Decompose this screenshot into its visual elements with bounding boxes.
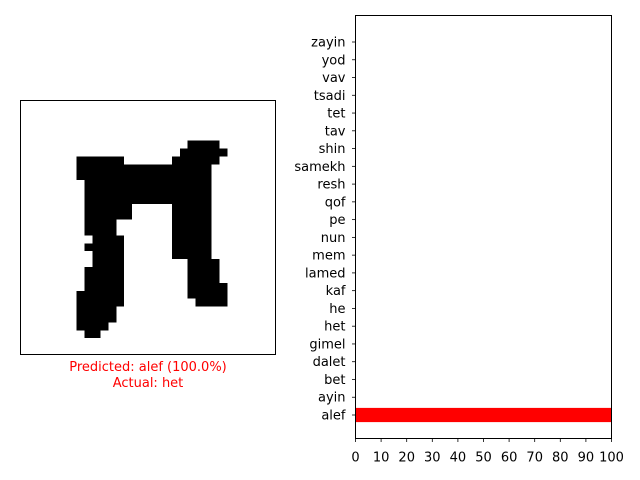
x-tick-label: 80 xyxy=(552,451,569,466)
x-tick-label: 0 xyxy=(351,451,359,466)
y-tick-label-vav: vav xyxy=(322,71,346,86)
y-tick-label-resh: resh xyxy=(317,178,345,193)
y-tick-label-kaf: kaf xyxy=(326,284,346,299)
y-tick-label-lamed: lamed xyxy=(305,266,346,281)
y-tick-label-dalet: dalet xyxy=(313,355,346,370)
input-letter-image xyxy=(20,100,276,355)
bar-alef xyxy=(355,407,612,423)
y-tick-label-mem: mem xyxy=(312,249,345,264)
y-tick-label-samekh: samekh xyxy=(294,160,345,175)
y-tick-label-he: he xyxy=(329,302,345,317)
actual-label: Actual: het xyxy=(112,376,184,391)
y-tick-label-het: het xyxy=(324,320,345,335)
x-tick-label: 20 xyxy=(398,451,415,466)
y-tick-label-tav: tav xyxy=(325,124,346,139)
y-tick-label-shin: shin xyxy=(319,142,346,157)
y-tick-label-qof: qof xyxy=(325,195,346,210)
x-tick-label: 10 xyxy=(373,451,390,466)
y-tick-label-tsadi: tsadi xyxy=(314,89,346,104)
letter-bitmap xyxy=(76,140,228,339)
x-tick-label: 40 xyxy=(450,451,467,466)
plot-frame xyxy=(355,15,612,439)
y-tick-label-tet: tet xyxy=(327,107,345,122)
y-tick-label-ayin: ayin xyxy=(318,391,346,406)
x-tick-label: 70 xyxy=(526,451,543,466)
x-tick-label: 90 xyxy=(578,451,595,466)
y-tick-label-bet: bet xyxy=(324,373,345,388)
y-tick-label-pe: pe xyxy=(329,213,345,228)
y-tick-label-gimel: gimel xyxy=(309,337,345,352)
predicted-label: Predicted: alef (100.0%) xyxy=(69,360,227,375)
x-tick-label: 100 xyxy=(599,451,624,466)
y-tick-label-alef: alef xyxy=(321,409,346,424)
y-tick-label-yod: yod xyxy=(322,53,346,68)
y-tick-label-nun: nun xyxy=(321,231,346,246)
y-tick-label-zayin: zayin xyxy=(311,36,345,51)
x-tick-label: 50 xyxy=(475,451,492,466)
x-tick-label: 60 xyxy=(501,451,518,466)
x-tick-label: 30 xyxy=(424,451,441,466)
prediction-caption: Predicted: alef (100.0%) Actual: het xyxy=(20,360,276,392)
